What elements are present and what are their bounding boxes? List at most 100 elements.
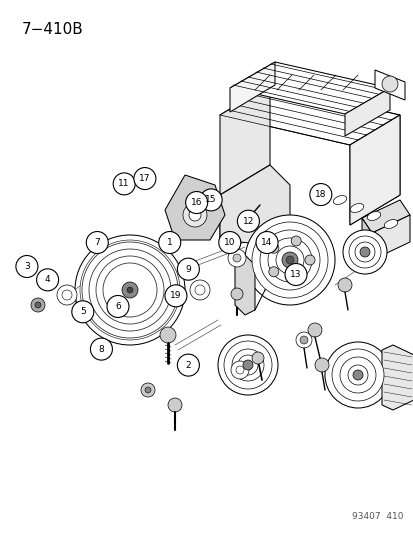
Circle shape — [299, 336, 307, 344]
Polygon shape — [219, 85, 269, 195]
Circle shape — [190, 280, 209, 300]
Circle shape — [347, 365, 367, 385]
Circle shape — [295, 332, 311, 348]
Ellipse shape — [383, 220, 397, 229]
Text: 7−410B: 7−410B — [22, 22, 83, 37]
Circle shape — [62, 290, 72, 300]
Circle shape — [230, 361, 248, 379]
Circle shape — [92, 252, 168, 328]
Circle shape — [107, 295, 129, 318]
Polygon shape — [230, 62, 389, 114]
Text: 4: 4 — [45, 276, 50, 284]
Text: 1: 1 — [166, 238, 172, 247]
Text: 93407  410: 93407 410 — [351, 512, 403, 521]
Text: 15: 15 — [205, 196, 216, 204]
Ellipse shape — [349, 204, 363, 213]
Text: 11: 11 — [118, 180, 130, 188]
Text: 9: 9 — [185, 265, 191, 273]
Text: 8: 8 — [98, 345, 104, 353]
Circle shape — [281, 252, 297, 268]
Circle shape — [331, 349, 383, 401]
Circle shape — [244, 215, 334, 305]
Circle shape — [304, 255, 314, 265]
Circle shape — [267, 238, 311, 282]
Circle shape — [233, 254, 240, 262]
Circle shape — [218, 231, 240, 254]
Circle shape — [223, 341, 271, 389]
Circle shape — [255, 231, 278, 254]
Circle shape — [354, 242, 374, 262]
Polygon shape — [381, 345, 413, 410]
Circle shape — [324, 342, 390, 408]
Circle shape — [177, 258, 199, 280]
Circle shape — [159, 327, 176, 343]
Circle shape — [218, 335, 277, 395]
Text: 16: 16 — [190, 198, 202, 207]
Polygon shape — [349, 115, 399, 225]
Ellipse shape — [332, 196, 346, 205]
Circle shape — [235, 366, 243, 374]
Text: 3: 3 — [24, 262, 30, 271]
Circle shape — [228, 249, 245, 267]
Text: 5: 5 — [80, 308, 85, 316]
Text: 12: 12 — [242, 217, 254, 225]
Circle shape — [80, 240, 180, 340]
Circle shape — [337, 278, 351, 292]
Circle shape — [168, 398, 182, 412]
Ellipse shape — [188, 195, 201, 215]
Circle shape — [89, 249, 171, 331]
Polygon shape — [361, 218, 371, 260]
Circle shape — [309, 183, 331, 206]
Circle shape — [199, 189, 222, 211]
Text: 13: 13 — [290, 270, 301, 279]
Circle shape — [36, 269, 59, 291]
Circle shape — [90, 338, 112, 360]
Circle shape — [242, 360, 252, 370]
Circle shape — [342, 230, 386, 274]
Circle shape — [113, 173, 135, 195]
Circle shape — [252, 352, 263, 364]
Circle shape — [31, 298, 45, 312]
Circle shape — [185, 191, 207, 214]
Text: 17: 17 — [139, 174, 150, 183]
Polygon shape — [230, 62, 274, 112]
Polygon shape — [344, 88, 389, 136]
Circle shape — [122, 282, 138, 298]
Circle shape — [189, 209, 201, 221]
Circle shape — [127, 287, 133, 293]
Circle shape — [16, 255, 38, 278]
Text: 7: 7 — [94, 238, 100, 247]
Circle shape — [381, 76, 397, 92]
Text: 14: 14 — [261, 238, 272, 247]
Circle shape — [242, 217, 252, 227]
Circle shape — [237, 210, 259, 232]
Circle shape — [314, 358, 328, 372]
Circle shape — [96, 256, 164, 324]
Circle shape — [230, 288, 242, 300]
Circle shape — [290, 274, 300, 284]
Polygon shape — [165, 175, 224, 240]
Circle shape — [116, 276, 144, 304]
Polygon shape — [361, 200, 409, 233]
Circle shape — [275, 246, 303, 274]
Circle shape — [164, 285, 187, 307]
Circle shape — [307, 323, 321, 337]
Circle shape — [158, 231, 180, 254]
Text: 2: 2 — [185, 361, 191, 369]
Circle shape — [352, 370, 362, 380]
Text: 6: 6 — [115, 302, 121, 311]
Polygon shape — [219, 85, 399, 145]
Circle shape — [110, 270, 150, 310]
Circle shape — [268, 266, 278, 277]
Ellipse shape — [366, 212, 380, 221]
Text: 18: 18 — [314, 190, 326, 199]
Circle shape — [237, 355, 257, 375]
Circle shape — [71, 301, 94, 323]
Circle shape — [195, 285, 204, 295]
Polygon shape — [374, 70, 404, 100]
Circle shape — [252, 222, 327, 298]
Circle shape — [57, 285, 77, 305]
Circle shape — [359, 247, 369, 257]
Circle shape — [284, 263, 306, 286]
Polygon shape — [219, 165, 289, 245]
